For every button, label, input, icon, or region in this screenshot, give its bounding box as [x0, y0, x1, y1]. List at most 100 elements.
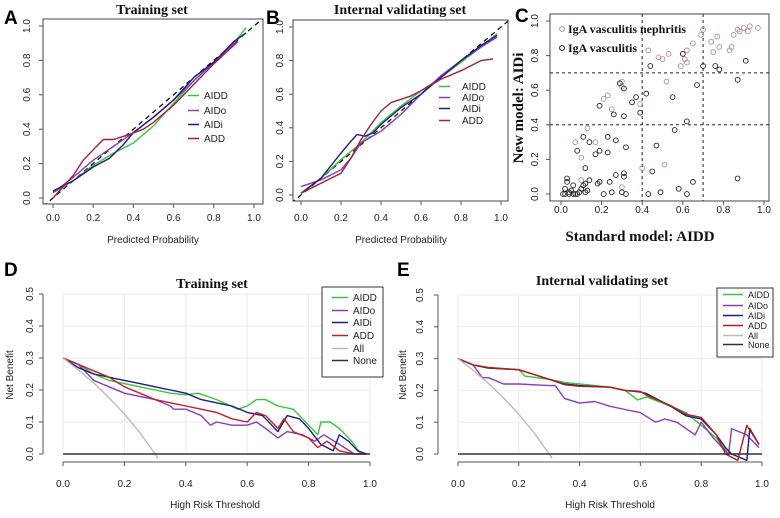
point-vasculitis	[574, 191, 581, 197]
point-vasculitis	[671, 127, 678, 133]
legend-label: AIDi	[353, 318, 372, 329]
legend-label: AIDo	[204, 106, 227, 117]
series-line-aido	[457, 357, 760, 455]
x-tick-label: 0.6	[167, 213, 181, 224]
point-nephritis	[655, 54, 662, 61]
point-nephritis	[661, 161, 668, 168]
point-vasculitis	[592, 151, 599, 158]
x-tick-label: 0.2	[334, 213, 348, 224]
point-vasculitis	[684, 191, 690, 197]
legend-label: All	[353, 344, 364, 355]
y-tick-label: 0.2	[415, 383, 426, 397]
point-nephritis	[600, 95, 607, 102]
y-tick-label: 0.6	[530, 83, 541, 97]
point-vasculitis	[572, 191, 579, 197]
point-vasculitis	[621, 85, 627, 92]
point-vasculitis	[657, 189, 664, 196]
point-vasculitis	[584, 187, 591, 194]
point-nephritis	[604, 92, 611, 99]
point-vasculitis	[570, 191, 577, 197]
legend-label: None	[748, 340, 770, 350]
legend-label: ADD	[353, 331, 374, 342]
y-tick-label: 0.6	[22, 87, 33, 101]
series-line-add	[62, 357, 367, 455]
point-vasculitis	[560, 191, 566, 197]
point-vasculitis	[600, 191, 607, 197]
y-axis-label: Net Benefit	[5, 350, 16, 400]
point-vasculitis	[562, 185, 568, 192]
series-line-aidd	[62, 357, 362, 455]
plot-area	[44, 19, 263, 204]
panel-e: E 0.0 0.2 0.4 0.6 0.8 1.0 0.0 0.1 0.2 0.3 0.4 0.5 Int…	[397, 260, 774, 511]
point-vasculitis	[669, 94, 676, 100]
y-tick-label: 0.8	[22, 53, 33, 67]
point-vasculitis	[596, 147, 603, 154]
series-line-aidi	[457, 357, 760, 462]
plot-area	[550, 14, 769, 201]
legend-box	[716, 287, 774, 358]
x-axis-label: Predicted Probability	[355, 235, 447, 246]
x-tick-label: 0.8	[454, 213, 468, 224]
point-vasculitis	[653, 142, 660, 149]
point-vasculitis	[700, 63, 706, 69]
point-vasculitis	[606, 179, 613, 185]
point-vasculitis	[633, 94, 639, 100]
point-nephritis	[663, 78, 670, 85]
point-vasculitis	[694, 82, 700, 88]
point-nephritis	[665, 51, 672, 57]
point-vasculitis	[734, 76, 741, 83]
x-tick-label: 0.2	[86, 213, 100, 224]
point-vasculitis	[621, 170, 627, 177]
panel-label: C	[515, 6, 529, 27]
chart-title: Training set	[116, 3, 188, 18]
y-tick-label: 0.1	[25, 415, 36, 429]
legend-label: AIDo	[748, 301, 768, 311]
x-tick-label: 0.2	[595, 205, 609, 216]
legend-label: AIDi	[462, 104, 481, 115]
series-line-all	[62, 357, 159, 459]
y-tick-label: 0.3	[415, 351, 426, 365]
x-tick-label: 0.0	[294, 213, 308, 224]
y-tick-label: 0.0	[275, 188, 286, 202]
y-tick-label: 0.4	[25, 319, 36, 333]
plot-frame	[42, 18, 264, 205]
y-tick-label: 1.0	[275, 20, 286, 34]
chart-title: Internal validating set	[334, 3, 467, 18]
y-tick-label: 0.5	[415, 288, 426, 302]
point-vasculitis	[647, 63, 654, 69]
x-tick-label: 0.4	[635, 205, 649, 216]
point-vasculitis	[623, 191, 629, 197]
point-nephritis	[684, 47, 690, 54]
chart-title: Training set	[176, 277, 248, 292]
point-vasculitis	[645, 191, 652, 197]
plot-area	[457, 357, 762, 462]
point-vasculitis	[734, 175, 741, 182]
point-nephritis	[716, 44, 723, 50]
x-tick-label: 1.0	[757, 205, 771, 216]
point-nephritis	[714, 33, 721, 40]
point-vasculitis	[637, 109, 644, 116]
plot-area	[293, 20, 508, 201]
point-vasculitis	[617, 80, 623, 87]
x-tick-label: 0.8	[716, 205, 730, 216]
point-vasculitis	[582, 165, 589, 171]
series-line-aidd	[457, 357, 730, 455]
plot-frame	[549, 13, 770, 202]
y-tick-label: 0.5	[25, 287, 36, 301]
x-tick-label: 0.4	[126, 213, 140, 224]
point-vasculitis	[684, 118, 690, 125]
legend-label: None	[353, 356, 377, 367]
point-vasculitis	[610, 111, 617, 118]
point-nephritis	[592, 139, 599, 145]
x-tick-label: 0.0	[451, 479, 465, 490]
legend-label: ADD	[462, 116, 483, 127]
y-tick-label: 0.2	[530, 152, 541, 166]
legend-label: IgA vasculitis nephritis	[568, 22, 686, 36]
series-line-aidd	[300, 33, 498, 194]
y-tick-label: 0.2	[22, 156, 33, 170]
point-nephritis	[619, 184, 625, 190]
series-line-aidi	[62, 357, 368, 455]
legend-box	[321, 286, 384, 378]
legend-label: IgA vasculitis	[568, 41, 637, 55]
